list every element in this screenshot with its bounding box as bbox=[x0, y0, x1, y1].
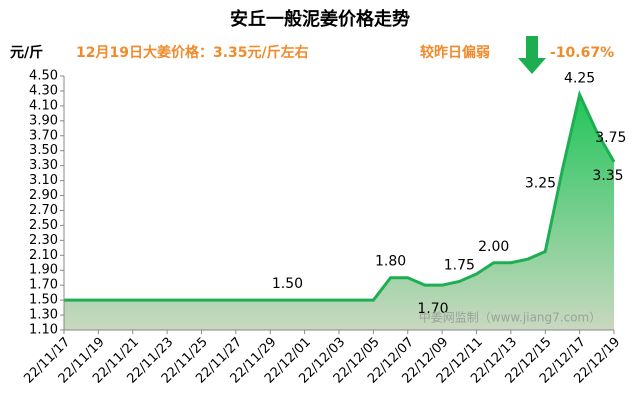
value-label: 1.80 bbox=[375, 254, 406, 270]
y-tick-label: 1.10 bbox=[29, 323, 58, 338]
y-tick-label: 3.70 bbox=[29, 128, 58, 143]
change-label: 较昨日偏弱 bbox=[420, 44, 490, 61]
y-tick-label: 1.70 bbox=[29, 278, 58, 293]
value-label: 3.25 bbox=[525, 175, 556, 191]
y-tick-label: 1.50 bbox=[29, 293, 58, 308]
y-tick-label: 3.90 bbox=[29, 113, 58, 128]
y-tick-label: 2.10 bbox=[29, 248, 58, 263]
y-unit: 元/斤 bbox=[10, 44, 43, 61]
value-label: 1.50 bbox=[272, 276, 303, 292]
y-tick-label: 3.50 bbox=[29, 143, 58, 158]
watermark: 中姜网监制（www.jiang7.com） bbox=[419, 310, 601, 325]
y-tick-label: 4.30 bbox=[29, 83, 58, 98]
down-arrow bbox=[518, 36, 546, 74]
y-tick-label: 4.50 bbox=[29, 69, 58, 84]
value-label: 3.75 bbox=[595, 130, 626, 146]
value-label: 3.35 bbox=[592, 168, 623, 184]
value-label: 4.25 bbox=[564, 71, 595, 87]
y-tick-label: 1.90 bbox=[29, 263, 58, 278]
line bbox=[64, 90, 616, 302]
y-tick-label: 2.70 bbox=[29, 203, 58, 218]
y-tick-label: 3.30 bbox=[29, 158, 58, 173]
y-tick-label: 1.30 bbox=[29, 308, 58, 323]
y-tick-label: 4.10 bbox=[29, 98, 58, 113]
value-label: 2.00 bbox=[478, 239, 509, 255]
y-tick-label: 2.30 bbox=[29, 233, 58, 248]
value-label: 1.70 bbox=[417, 301, 448, 317]
change-value: -10.67% bbox=[550, 45, 614, 61]
value-label: 1.75 bbox=[444, 257, 475, 273]
y-tick-label: 3.10 bbox=[29, 173, 58, 188]
y-tick-label: 2.50 bbox=[29, 218, 58, 233]
y-tick-label: 2.90 bbox=[29, 188, 58, 203]
subtitle: 12月19日大姜价格：3.35元/斤左右 bbox=[76, 44, 309, 61]
area bbox=[64, 94, 614, 330]
chart-title: 安丘一般泥姜价格走势 bbox=[230, 8, 410, 30]
